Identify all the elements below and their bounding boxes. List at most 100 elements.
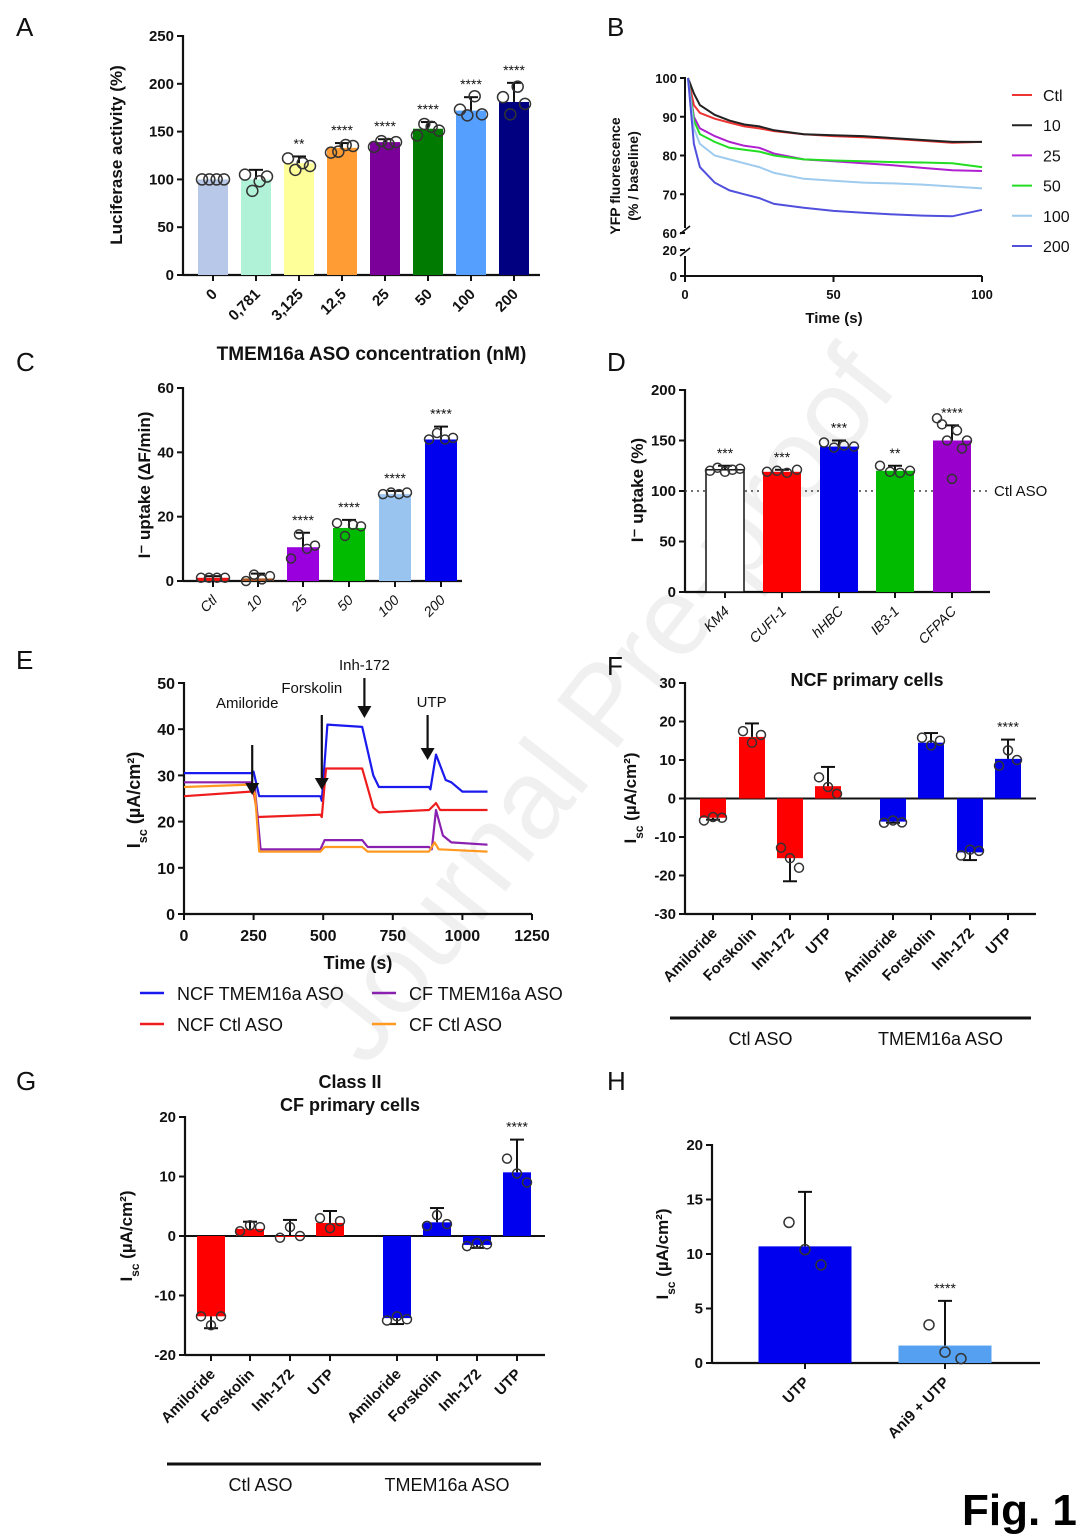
data-point	[894, 467, 906, 479]
data-point	[332, 145, 345, 158]
x-tick-label: CUFI-1	[746, 603, 789, 646]
panel-letter-e: E	[16, 645, 34, 675]
data-point	[496, 90, 510, 104]
y-label-symbol: I	[117, 1277, 136, 1282]
legend-label: 100	[1043, 209, 1070, 226]
series-line-200	[687, 77, 983, 218]
data-point	[1002, 745, 1014, 756]
data-point	[389, 135, 403, 149]
x-tick-label: IB3-1	[867, 603, 902, 638]
significance-stars: ****	[384, 470, 406, 486]
y-tick-label: -20	[654, 868, 676, 885]
y-label-subscript: sc	[632, 825, 646, 839]
annotation-arrow-head	[357, 706, 372, 718]
bar	[413, 128, 443, 275]
data-point	[423, 434, 435, 445]
data-point	[421, 1220, 433, 1232]
y-tick-label: -20	[154, 1347, 176, 1364]
legend-label: NCF TMEM16a ASO	[177, 984, 344, 1004]
significance-stars: ****	[997, 719, 1019, 735]
y-tick-label: 0	[695, 1355, 703, 1372]
data-point	[874, 460, 886, 471]
y-tick-label: 0	[668, 584, 676, 601]
data-point	[377, 488, 389, 500]
y-tick-label: 90	[663, 110, 677, 125]
y-tick-label: 60	[663, 226, 677, 241]
annotation-label: UTP	[417, 694, 447, 711]
data-point	[793, 862, 805, 874]
bar	[456, 110, 486, 276]
data-point	[281, 152, 295, 165]
y-axis-label: I⁻ uptake (ΔF/min)	[135, 412, 154, 559]
y-tick-label: 30	[659, 675, 676, 692]
data-point	[934, 735, 946, 746]
data-point	[734, 463, 746, 475]
y-axis-label: Isc (µA/cm²)	[621, 752, 646, 843]
data-point	[791, 464, 803, 476]
data-point	[303, 159, 317, 173]
y-tick-label: 0	[166, 573, 174, 590]
y-axis-label: Isc (µA/cm²)	[653, 1208, 678, 1299]
x-tick-label: 0	[681, 287, 688, 302]
bar	[236, 1228, 264, 1236]
data-point	[939, 1346, 951, 1358]
bar	[705, 469, 745, 593]
series-line-25	[687, 77, 983, 172]
bar	[241, 179, 271, 275]
data-point	[511, 1168, 523, 1179]
legend-label: Ctl	[1043, 88, 1063, 105]
data-point	[205, 1320, 217, 1331]
data-point	[719, 466, 731, 478]
series-line	[183, 767, 488, 819]
data-point	[955, 1352, 967, 1365]
chart-title: Class II	[318, 1072, 381, 1092]
data-point	[813, 772, 825, 783]
x-axis-label: TMEM16a ASO concentration (nM)	[217, 344, 527, 365]
legend-label: 50	[1043, 179, 1061, 196]
data-point	[331, 517, 343, 529]
panel-letter-f: F	[607, 651, 623, 681]
data-point	[246, 184, 259, 198]
bar	[918, 742, 944, 799]
chart-title: CF primary cells	[280, 1095, 420, 1115]
group-label: TMEM16a ASO	[384, 1475, 509, 1495]
y-tick-label: 0	[168, 1228, 176, 1245]
x-tick-label: UTP	[305, 1366, 338, 1399]
data-point	[941, 435, 953, 446]
y-tick-label: 20	[157, 815, 175, 832]
data-point	[925, 740, 937, 751]
data-point	[838, 440, 850, 451]
data-point	[382, 137, 395, 151]
x-tick-label: 3,125	[268, 286, 307, 325]
data-point	[936, 419, 948, 430]
data-point	[822, 781, 834, 793]
data-point	[716, 812, 728, 823]
x-tick-label: CFPAC	[915, 602, 960, 647]
x-tick-label: 12,5	[317, 286, 350, 319]
reference-line-label: Ctl ASO	[994, 483, 1047, 500]
data-point	[248, 569, 260, 580]
y-tick-label: 30	[157, 768, 175, 785]
y-tick-label: 200	[651, 382, 676, 399]
data-point	[314, 1212, 326, 1224]
data-point	[391, 1311, 403, 1322]
x-tick-label: 0	[203, 286, 221, 304]
data-point	[746, 737, 758, 748]
data-point	[284, 1221, 296, 1233]
significance-stars: ****	[941, 404, 963, 420]
y-tick-label: 250	[149, 28, 174, 45]
data-point	[993, 760, 1005, 772]
y-label-symbol: I	[653, 1295, 672, 1300]
y-tick-label: 150	[651, 433, 676, 450]
data-point	[339, 530, 351, 542]
data-point	[264, 570, 276, 582]
data-point	[211, 572, 223, 584]
legend-label: 200	[1043, 239, 1070, 256]
y-tick-label: 100	[149, 171, 174, 188]
y-tick-label: 20	[686, 1137, 703, 1154]
panel-letter-b: B	[607, 12, 625, 42]
x-tick-label: 0,781	[225, 286, 264, 325]
annotation-label: Inh-172	[339, 657, 390, 674]
significance-stars: ****	[417, 101, 439, 117]
